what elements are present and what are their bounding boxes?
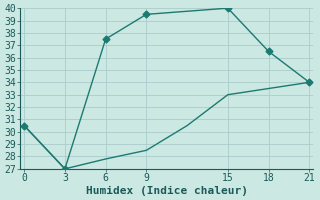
X-axis label: Humidex (Indice chaleur): Humidex (Indice chaleur)	[86, 186, 248, 196]
